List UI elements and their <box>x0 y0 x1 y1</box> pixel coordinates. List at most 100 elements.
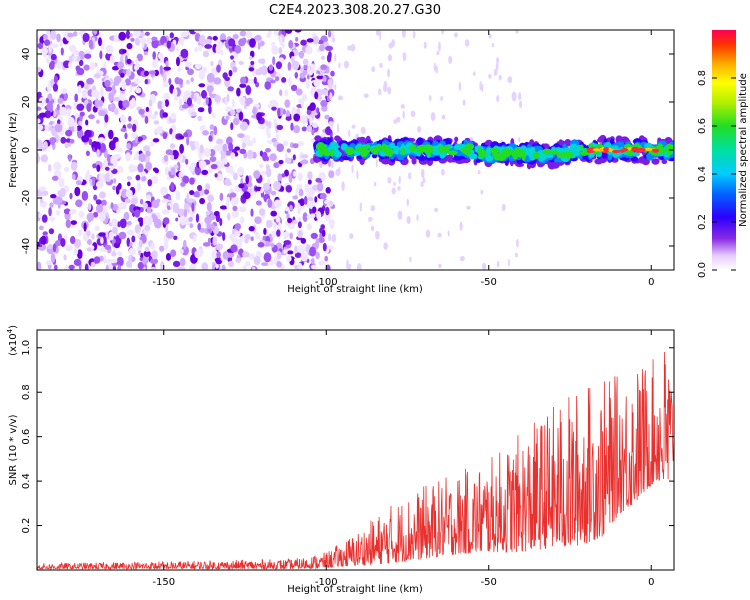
colorbar-gradient <box>712 30 736 270</box>
heatmap-noise-cell <box>143 250 151 258</box>
heatmap-speckle-cell <box>359 202 362 212</box>
heatmap-speckle-cell <box>350 44 356 52</box>
heatmap-noise-cell <box>154 168 159 174</box>
heatmap-speckle-cell <box>438 263 442 268</box>
heatmap-noise-cell <box>60 47 64 56</box>
heatmap-noise-cell <box>266 132 272 139</box>
heatmap-noise-cell <box>65 129 73 137</box>
heatmap-noise-cell <box>242 191 251 200</box>
heatmap-noise-cell <box>52 83 59 92</box>
heatmap-speckle-cell <box>430 112 436 121</box>
y-tick-label: 0.8 <box>21 384 32 400</box>
heatmap-noise-cell <box>77 229 83 237</box>
heatmap-signal-cell <box>387 148 394 158</box>
colorbar-tick-label: 0.4 <box>697 166 708 182</box>
heatmap-speckle-cell <box>440 96 443 101</box>
heatmap-noise-cell <box>79 111 85 117</box>
heatmap-noise-cell <box>134 224 141 234</box>
heatmap-noise-cell <box>169 32 174 39</box>
heatmap-signal-cell <box>464 149 471 156</box>
heatmap-noise-cell <box>203 189 210 195</box>
heatmap-speckle-cell <box>391 187 396 195</box>
heatmap-noise-cell <box>178 98 183 107</box>
x-tick-label: 0 <box>648 277 654 288</box>
snr-y-label: SNR (10 * v/v) <box>8 414 19 485</box>
heatmap-speckle-cell <box>433 62 436 72</box>
heatmap-noise-cell <box>328 170 335 179</box>
heatmap-signal-cell <box>431 146 441 156</box>
heatmap-noise-cell <box>300 237 307 244</box>
heatmap-noise-cell <box>108 129 114 140</box>
heatmap-noise-cell <box>177 66 181 73</box>
heatmap-noise-cell <box>300 160 308 165</box>
heatmap-noise-cell <box>164 99 170 107</box>
heatmap-noise-cell <box>300 67 305 73</box>
heatmap-noise-cell <box>134 209 141 218</box>
heatmap-noise-cell <box>99 87 104 98</box>
heatmap-noise-cell <box>201 262 209 270</box>
heatmap-noise-cell <box>58 177 65 188</box>
heatmap-noise-cell <box>108 231 115 241</box>
heatmap-noise-cell <box>306 74 310 80</box>
heatmap-noise-cell <box>69 138 75 144</box>
heatmap-noise-cell <box>276 250 282 260</box>
heatmap-noise-cell <box>273 162 280 169</box>
heatmap-noise-cell <box>258 208 266 216</box>
heatmap-noise-cell <box>299 198 305 207</box>
heatmap-noise-cell <box>189 208 193 216</box>
heatmap-noise-cell <box>316 107 320 114</box>
heatmap-noise-cell <box>216 64 221 73</box>
heatmap-noise-cell <box>92 176 96 187</box>
heatmap-noise-cell <box>162 132 168 140</box>
heatmap-speckle-cell <box>363 93 369 98</box>
heatmap-noise-cell <box>71 174 76 180</box>
heatmap-noise-cell <box>289 232 294 240</box>
heatmap-noise-cell <box>49 30 57 40</box>
heatmap-noise-cell <box>174 95 179 101</box>
heatmap-noise-cell <box>144 79 148 85</box>
heatmap-noise-cell <box>292 143 299 149</box>
heatmap-speckle-cell <box>375 158 378 168</box>
heatmap-noise-cell <box>248 226 255 232</box>
snr-plot-area <box>37 330 674 570</box>
heatmap-noise-cell <box>76 55 81 62</box>
heatmap-speckle-cell <box>387 68 391 78</box>
heatmap-noise-cell <box>175 190 181 201</box>
heatmap-noise-cell <box>66 108 71 118</box>
heatmap-noise-cell <box>266 167 272 178</box>
heatmap-noise-cell <box>167 205 171 210</box>
heatmap-noise-cell <box>38 225 44 231</box>
heatmap-noise-cell <box>104 114 109 123</box>
heatmap-speckle-cell <box>379 62 383 69</box>
heatmap-noise-cell <box>265 219 273 228</box>
heatmap-noise-cell <box>78 120 83 126</box>
heatmap-signal-cell <box>594 158 603 165</box>
heatmap-noise-cell <box>201 125 206 131</box>
heatmap-noise-cell <box>213 125 218 136</box>
heatmap-noise-cell <box>234 223 241 231</box>
heatmap-noise-cell <box>245 30 253 39</box>
heatmap-noise-cell <box>257 43 261 50</box>
heatmap-noise-cell <box>280 186 284 192</box>
heatmap-noise-cell <box>305 80 311 89</box>
heatmap-speckle-cell <box>436 51 440 56</box>
heatmap-noise-cell <box>137 136 143 142</box>
heatmap-noise-cell <box>253 76 257 84</box>
heatmap-noise-cell <box>268 121 272 129</box>
heatmap-noise-cell <box>86 212 95 222</box>
heatmap-noise-cell <box>193 30 202 33</box>
heatmap-noise-cell <box>213 145 221 152</box>
heatmap-noise-cell <box>222 232 226 241</box>
heatmap-noise-cell <box>143 145 151 152</box>
heatmap-noise-cell <box>123 211 130 221</box>
heatmap-noise-cell <box>37 124 44 131</box>
heatmap-noise-cell <box>135 174 141 181</box>
heatmap-noise-cell <box>94 98 99 108</box>
heatmap-noise-cell <box>276 124 284 130</box>
heatmap-noise-cell <box>260 58 266 65</box>
heatmap-noise-cell <box>212 236 218 246</box>
heatmap-noise-cell <box>237 133 245 139</box>
heatmap-noise-cell <box>64 143 69 149</box>
heatmap-noise-cell <box>105 258 112 264</box>
heatmap-signal-cell <box>564 151 574 159</box>
